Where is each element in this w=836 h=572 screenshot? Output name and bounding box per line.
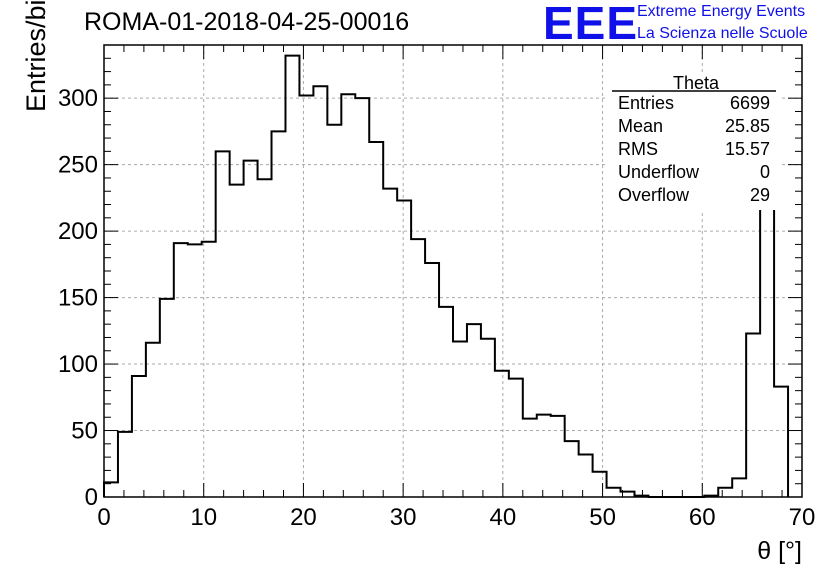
stats-value: 15.57 xyxy=(725,139,770,159)
stats-label: Mean xyxy=(618,116,663,136)
eee-logo: EEE xyxy=(543,0,639,49)
stats-title: Theta xyxy=(673,73,720,93)
x-tick-label: 30 xyxy=(390,504,417,531)
x-tick-label: 10 xyxy=(190,504,217,531)
stats-box-background xyxy=(608,72,782,210)
x-tick-label: 60 xyxy=(689,504,716,531)
y-tick-label: 50 xyxy=(71,418,98,445)
x-tick-label: 0 xyxy=(97,504,110,531)
y-tick-label: 150 xyxy=(58,285,98,312)
grid-lines xyxy=(104,45,802,497)
stats-label: Underflow xyxy=(618,162,700,182)
chart-title: ROMA-01-2018-04-25-00016 xyxy=(84,8,410,36)
logo-line-2: La Scienza nelle Scuole xyxy=(637,25,808,42)
y-axis-label: Entries/bin xyxy=(21,0,51,112)
y-tick-label: 100 xyxy=(58,351,98,378)
logo-line-1: Extreme Energy Events xyxy=(637,3,806,20)
y-tick-label: 300 xyxy=(58,85,98,112)
x-axis-label: θ [°] xyxy=(757,537,802,565)
y-tick-label: 250 xyxy=(58,152,98,179)
stats-value: 29 xyxy=(750,185,770,205)
stats-value: 0 xyxy=(760,162,770,182)
y-tick-label: 0 xyxy=(85,484,98,511)
x-tick-label: 70 xyxy=(789,504,816,531)
stats-value: 6699 xyxy=(730,93,770,113)
x-tick-label: 40 xyxy=(490,504,517,531)
stats-label: RMS xyxy=(618,139,658,159)
stats-value: 25.85 xyxy=(725,116,770,136)
stats-label: Overflow xyxy=(618,185,690,205)
y-tick-label: 200 xyxy=(58,218,98,245)
stats-label: Entries xyxy=(618,93,674,113)
x-tick-label: 50 xyxy=(589,504,616,531)
axes: 0 10 20 30 40 50 60 70 0 50 100 150 200 250 300 θ [°] xyxy=(58,44,816,565)
x-tick-label: 20 xyxy=(290,504,317,531)
